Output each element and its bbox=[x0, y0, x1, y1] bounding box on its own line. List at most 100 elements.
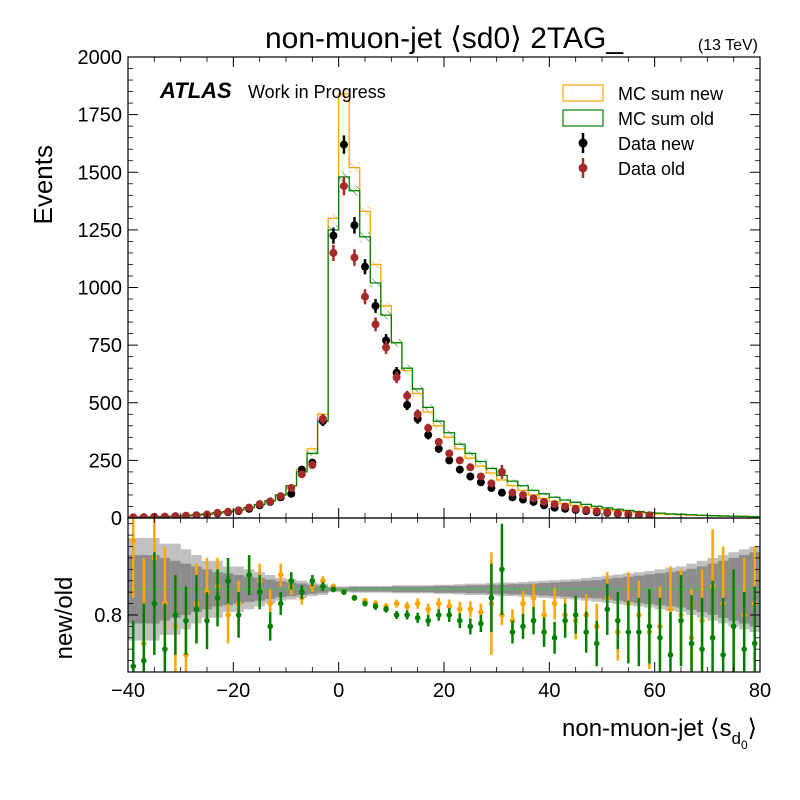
ratio-panel-content bbox=[128, 518, 760, 672]
data-point bbox=[361, 262, 369, 271]
ratio-point bbox=[730, 623, 737, 630]
data-point bbox=[403, 401, 412, 410]
y-tick-label: 250 bbox=[89, 450, 122, 472]
y-tick-label: 1000 bbox=[78, 278, 123, 300]
ratio-point bbox=[246, 572, 252, 578]
ratio-point bbox=[583, 629, 589, 635]
data-point bbox=[171, 512, 180, 518]
ratio-point bbox=[520, 600, 526, 607]
data-point bbox=[129, 513, 138, 518]
ratio-point bbox=[551, 634, 558, 641]
data-point bbox=[213, 508, 222, 517]
data-point bbox=[497, 488, 506, 497]
data-point bbox=[403, 391, 412, 400]
data-point bbox=[392, 373, 401, 382]
data-point bbox=[571, 504, 580, 513]
ratio-point bbox=[267, 623, 274, 630]
x-axis: −40 −20 0 20 40 60 80 bbox=[111, 57, 771, 702]
ratio-point bbox=[593, 640, 600, 647]
ratio-point bbox=[425, 617, 432, 624]
ratio-point bbox=[183, 617, 189, 624]
ratio-point bbox=[541, 612, 547, 618]
y-axis-label-main: Events bbox=[28, 145, 58, 225]
mc-step-line bbox=[128, 93, 760, 518]
legend-label: Data old bbox=[618, 159, 685, 179]
data-point bbox=[613, 509, 622, 518]
ratio-point bbox=[404, 612, 410, 618]
ratio-point bbox=[520, 623, 526, 630]
ratio-point bbox=[162, 646, 168, 652]
ratio-point bbox=[720, 652, 726, 658]
ratio-point bbox=[488, 595, 495, 601]
ratio-point bbox=[457, 606, 463, 613]
data-point bbox=[224, 507, 233, 516]
data-point bbox=[139, 513, 148, 518]
data-point bbox=[497, 467, 506, 476]
ratio-point bbox=[404, 603, 410, 610]
x-tick-label: −20 bbox=[216, 680, 250, 702]
y-axis-label-ratio: new/old bbox=[51, 577, 78, 660]
x-tick-label: 0 bbox=[333, 680, 344, 702]
ratio-point bbox=[478, 609, 484, 615]
data-point bbox=[445, 456, 454, 465]
data-point bbox=[160, 512, 169, 518]
legend-swatch bbox=[562, 84, 604, 102]
y-tick-label: 1500 bbox=[78, 162, 123, 184]
ratio-point bbox=[478, 620, 484, 627]
ratio-point bbox=[130, 538, 137, 544]
ratio-point bbox=[509, 629, 516, 635]
ratio-point bbox=[141, 657, 147, 664]
data-point bbox=[424, 424, 433, 433]
ratio-point bbox=[435, 600, 442, 607]
main-y-axis: 0 250 500 750 1000 1250 1500 1750 2000 bbox=[78, 47, 760, 530]
ratio-point bbox=[320, 583, 326, 590]
data-point bbox=[634, 510, 643, 518]
ratio-point bbox=[214, 595, 221, 601]
ratio-point bbox=[467, 623, 474, 630]
data-point bbox=[466, 472, 475, 481]
ratio-point bbox=[309, 577, 316, 584]
ratio-point bbox=[172, 612, 179, 618]
mc-step-line bbox=[128, 176, 760, 518]
ratio-point bbox=[225, 612, 231, 618]
ratio-point bbox=[193, 606, 200, 613]
y-tick-label: 1750 bbox=[78, 105, 123, 127]
ratio-point bbox=[277, 572, 284, 578]
y-tick-label: 2000 bbox=[78, 47, 123, 69]
x-tick-label: 60 bbox=[644, 680, 666, 702]
data-point bbox=[350, 221, 359, 230]
legend-marker bbox=[578, 138, 588, 148]
ratio-point bbox=[551, 600, 558, 607]
ratio-point bbox=[615, 617, 621, 624]
legend-marker bbox=[578, 163, 588, 173]
data-point bbox=[276, 492, 285, 501]
data-point bbox=[508, 488, 517, 497]
ratio-point bbox=[362, 600, 368, 607]
ratio-point bbox=[414, 615, 421, 621]
data-point bbox=[519, 490, 527, 499]
data-point bbox=[455, 465, 464, 474]
ratio-point bbox=[372, 603, 379, 610]
ratio-point bbox=[204, 617, 210, 624]
ratio-point bbox=[499, 566, 505, 573]
data-point bbox=[287, 489, 296, 498]
data-point bbox=[487, 479, 496, 488]
mc-series-mc-sum-old bbox=[128, 171, 760, 518]
data-point bbox=[466, 463, 475, 472]
data-point bbox=[297, 470, 306, 479]
data-point bbox=[382, 343, 391, 352]
atlas-label: ATLAS bbox=[159, 78, 232, 103]
ratio-point bbox=[435, 612, 442, 618]
ratio-point bbox=[572, 612, 579, 618]
energy-label: (13 TeV) bbox=[698, 37, 758, 54]
legend-label: MC sum old bbox=[618, 109, 714, 129]
ratio-point bbox=[393, 612, 400, 618]
legend-item-data-old: Data old bbox=[578, 158, 685, 179]
x-axis-label: non-muon-jet ⟨sd0⟩ bbox=[562, 715, 757, 752]
data-point bbox=[339, 182, 348, 191]
ratio-point bbox=[299, 589, 305, 595]
ratio-point bbox=[330, 586, 337, 593]
x-tick-label: 80 bbox=[749, 680, 771, 702]
ratio-point bbox=[277, 600, 284, 607]
data-point bbox=[371, 320, 380, 329]
